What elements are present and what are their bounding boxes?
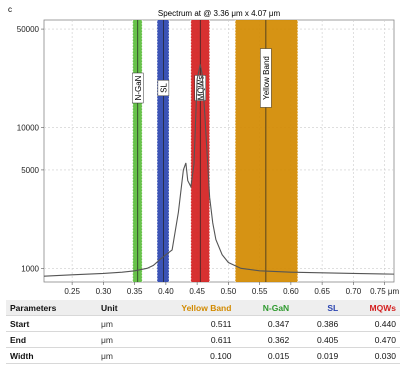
x-tick-label: 0.60 <box>283 287 299 296</box>
y-tick-label: 1000 <box>21 264 39 273</box>
x-tick-label: 0.55 <box>252 287 268 296</box>
x-tick-label: 0.75 μm <box>370 287 399 296</box>
axis-ticks: 0.25 0.30 0.35 0.40 0.45 0.50 0.55 0.60 0.65 0.70… <box>17 25 400 296</box>
spectrum-chart: c Spectrum at @ 3.36 μm x 4.07 μm N-GaN S… <box>8 5 400 296</box>
x-tick-label: 0.30 <box>96 287 112 296</box>
band-label-yellow-band: Yellow Band <box>260 48 272 108</box>
table-header-row: Parameters Unit Yellow Band N-GaN SL MQW… <box>6 300 400 316</box>
spectrum-line-layer <box>43 64 395 277</box>
cell-n-gan: 0.015 <box>235 347 294 364</box>
band-label-box <box>157 79 170 97</box>
x-tick-label: 0.65 <box>314 287 330 296</box>
header-n-gan: N-GaN <box>235 300 294 316</box>
band-label-n-gan: N-GaN <box>132 72 144 104</box>
cell-yellow-band: 0.100 <box>138 347 236 364</box>
cell-yellow-band: 0.511 <box>138 315 236 332</box>
row-unit: μm <box>97 347 139 364</box>
header-unit: Unit <box>97 300 139 316</box>
band-label-text: SL <box>159 83 168 93</box>
x-tick-label: 0.40 <box>158 287 174 296</box>
table-row: Width μm 0.100 0.015 0.019 0.030 <box>6 347 400 364</box>
row-label: Width <box>6 347 98 364</box>
cell-mqws: 0.470 <box>342 331 400 348</box>
cell-mqws: 0.440 <box>342 315 400 332</box>
header-parameters: Parameters <box>6 300 98 316</box>
cell-n-gan: 0.347 <box>235 315 294 332</box>
cell-n-gan: 0.362 <box>235 331 294 348</box>
y-tick-label: 10000 <box>17 124 40 133</box>
header-mqws: MQWs <box>342 300 400 316</box>
band-label-sl: SL <box>157 79 170 97</box>
band-label-text: MQWs <box>196 76 205 100</box>
table-row: End μm 0.611 0.362 0.405 0.470 <box>6 331 400 348</box>
cell-sl: 0.019 <box>293 347 343 364</box>
cell-sl: 0.405 <box>293 331 343 348</box>
band-label-box <box>132 72 144 104</box>
cell-sl: 0.386 <box>293 315 343 332</box>
plot-area <box>43 19 395 283</box>
band-label-box <box>260 48 272 108</box>
cell-yellow-band: 0.611 <box>138 331 236 348</box>
header-yellow-band: Yellow Band <box>138 300 236 316</box>
cell-mqws: 0.030 <box>342 347 400 364</box>
x-tick-label: 0.45 <box>189 287 205 296</box>
row-label: End <box>6 331 98 348</box>
table-row: Start μm 0.511 0.347 0.386 0.440 <box>6 315 400 332</box>
x-tick-label: 0.25 <box>64 287 80 296</box>
spectrum-line <box>43 64 395 277</box>
x-tick-label: 0.35 <box>127 287 143 296</box>
band-regions: N-GaN SL MQWs Yellow Band <box>132 20 299 282</box>
panel-label: c <box>8 5 12 14</box>
y-tick-label: 50000 <box>17 25 40 34</box>
row-unit: μm <box>97 315 139 332</box>
band-label-text: Yellow Band <box>262 56 271 100</box>
row-label: Start <box>6 315 98 332</box>
x-tick-label: 0.70 <box>346 287 362 296</box>
band-parameters-table: Parameters Unit Yellow Band N-GaN SL MQW… <box>6 300 400 364</box>
band-label-text: N-GaN <box>134 75 143 100</box>
header-sl: SL <box>293 300 343 316</box>
chart-title: Spectrum at @ 3.36 μm x 4.07 μm <box>158 9 281 18</box>
row-unit: μm <box>97 331 139 348</box>
y-tick-label: 5000 <box>21 166 39 175</box>
x-tick-label: 0.50 <box>221 287 237 296</box>
